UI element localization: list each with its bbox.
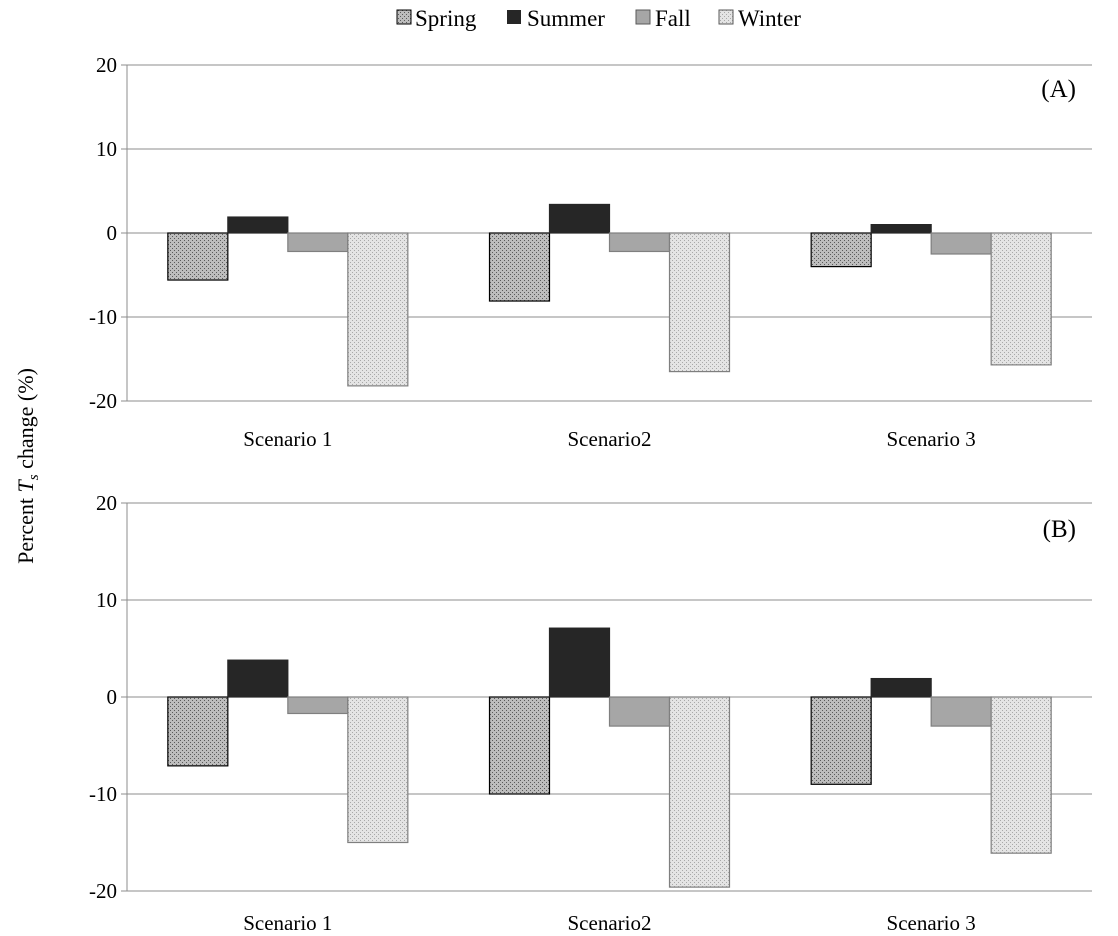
legend-swatch-summer (507, 10, 521, 24)
legend-swatch-fall (635, 9, 651, 25)
category-label: Scenario 1 (243, 911, 332, 935)
bar-summer (548, 203, 611, 234)
y-tick-label: -10 (89, 305, 117, 329)
category-label: Scenario2 (568, 911, 652, 935)
y-tick-label: 20 (96, 53, 117, 77)
panel-b: 20 10 0 -10 -20 Scenario 1 Scenario2 Scenario 3… (89, 491, 1092, 935)
y-axis-label-prefix: Percent (13, 492, 38, 563)
bar-summer (548, 627, 611, 698)
bar-winter (668, 696, 731, 888)
y-tick-label: 20 (96, 491, 117, 515)
bar-spring (810, 232, 872, 268)
legend-label-fall: Fall (655, 6, 691, 31)
bar-fall (930, 232, 992, 255)
legend-item-fall: Fall (635, 6, 691, 31)
legend-label-summer: Summer (527, 6, 605, 31)
panel-a: 20 10 0 -10 -20 Scenario 1 Scenario2 Scenario 3… (89, 53, 1092, 451)
y-axis-label-symbol: T (13, 478, 38, 492)
y-tick-label: 0 (107, 685, 118, 709)
y-axis-label-suffix: change (%) (13, 368, 38, 474)
bar-winter (990, 696, 1052, 854)
y-tick-label: -20 (89, 879, 117, 903)
category-label: Scenario 1 (243, 427, 332, 451)
bar-summer (870, 224, 932, 234)
legend: Spring Summer Fall Winter (396, 6, 801, 31)
legend-swatch-spring (396, 9, 412, 25)
y-axis-label: Percent Ts change (%) (13, 368, 42, 564)
bar-spring (810, 696, 872, 785)
bar-spring (167, 696, 229, 767)
bar-fall (608, 232, 671, 253)
y-tick-label: -20 (89, 389, 117, 413)
bar-fall (608, 696, 671, 727)
bar-fall (287, 232, 349, 253)
panel-label: (A) (1041, 76, 1076, 103)
legend-item-spring: Spring (396, 6, 477, 31)
bar-winter (347, 696, 409, 844)
legend-label-spring: Spring (415, 6, 477, 31)
y-tick-label: 10 (96, 137, 117, 161)
y-axis-label-subscript: s (26, 474, 42, 480)
bar-winter (990, 232, 1052, 366)
category-label: Scenario 3 (887, 911, 976, 935)
bar-summer (227, 216, 289, 234)
bar-fall (930, 696, 992, 727)
bar-fall (287, 696, 349, 715)
category-label: Scenario2 (568, 427, 652, 451)
panel-label: (B) (1043, 516, 1076, 543)
bar-summer (870, 677, 932, 698)
legend-item-winter: Winter (718, 6, 801, 31)
bar-spring (167, 232, 229, 281)
legend-label-winter: Winter (738, 6, 801, 31)
bar-winter (668, 232, 731, 373)
bar-spring (488, 232, 551, 302)
y-tick-label: 0 (107, 221, 118, 245)
y-tick-label: 10 (96, 588, 117, 612)
legend-swatch-winter (718, 9, 734, 25)
bar-summer (227, 659, 289, 698)
bar-winter (347, 232, 409, 387)
y-tick-label: -10 (89, 782, 117, 806)
category-label: Scenario 3 (887, 427, 976, 451)
bar-spring (488, 696, 551, 795)
legend-item-summer: Summer (507, 6, 605, 31)
